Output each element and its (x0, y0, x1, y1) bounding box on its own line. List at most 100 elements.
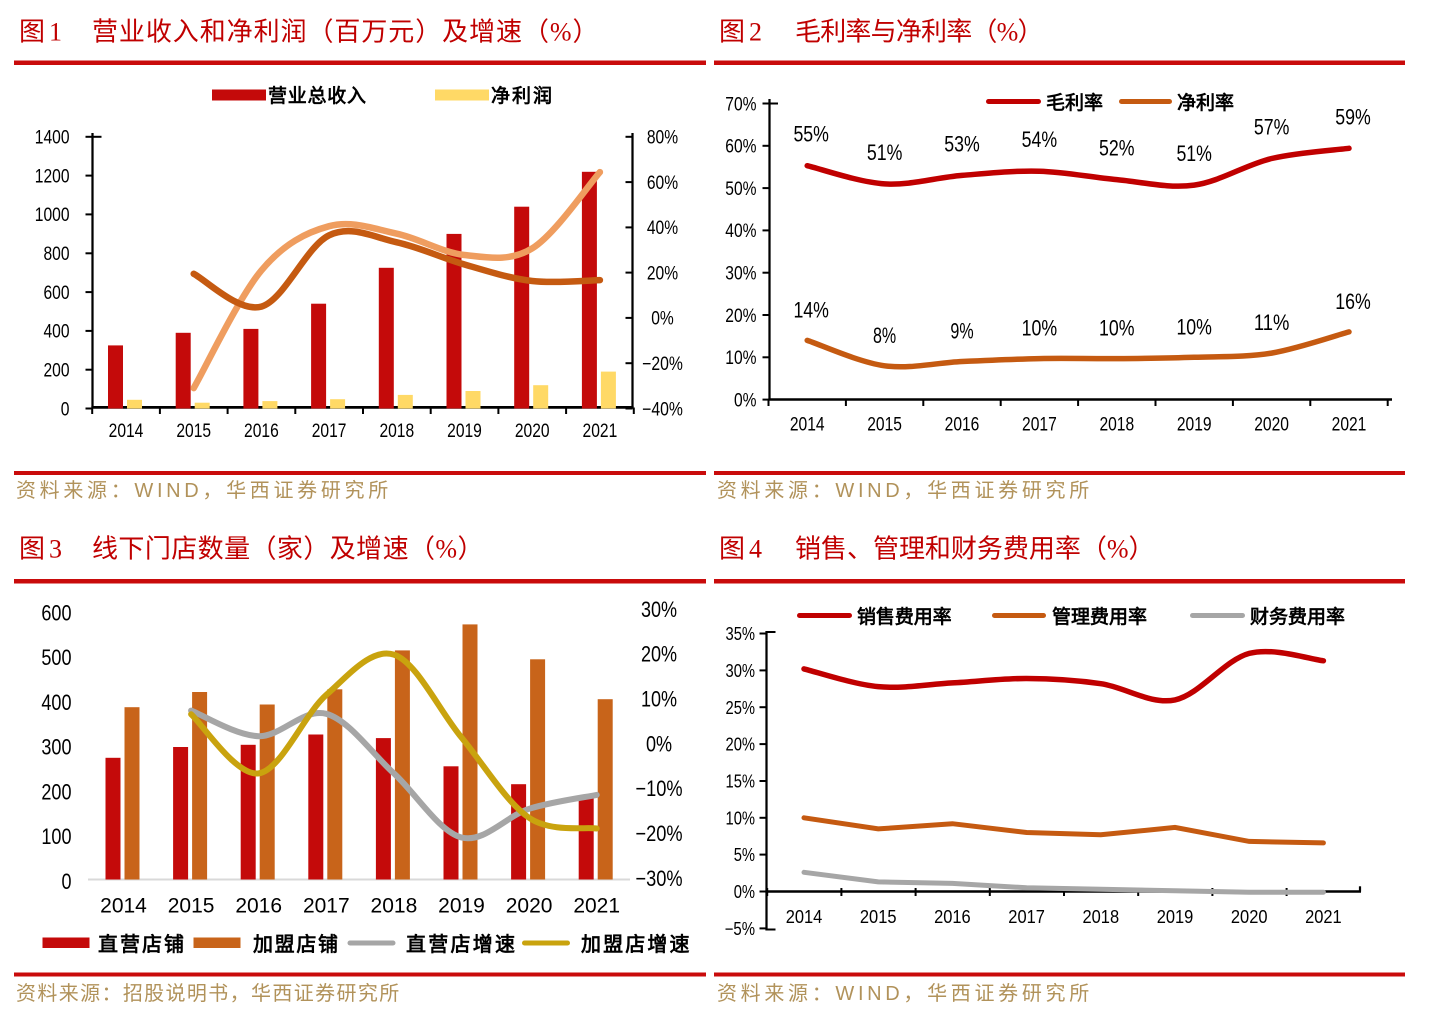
svg-text:2014: 2014 (786, 906, 823, 927)
svg-text:2021: 2021 (573, 895, 620, 918)
svg-text:图: 图 (719, 535, 746, 564)
svg-text:10%: 10% (1099, 316, 1135, 341)
svg-text:10%: 10% (725, 348, 756, 369)
svg-text:营业收入和净利润（百万元）及增速（%）: 营业收入和净利润（百万元）及增速（%） (92, 18, 599, 47)
svg-text:2021: 2021 (1305, 906, 1342, 927)
svg-text:2016: 2016 (235, 895, 282, 918)
svg-text:80%: 80% (647, 128, 678, 149)
svg-text:2015: 2015 (860, 906, 897, 927)
svg-text:直营店铺: 直营店铺 (98, 932, 186, 956)
svg-text:20%: 20% (726, 735, 756, 755)
svg-text:600: 600 (41, 600, 71, 625)
svg-text:51%: 51% (1176, 141, 1212, 166)
svg-text:200: 200 (44, 361, 70, 382)
svg-text:2018: 2018 (379, 421, 414, 442)
svg-text:资料来源：WIND，华西证券研究所: 资料来源： WIND ，华西证券研究所 (16, 479, 389, 502)
svg-text:9%: 9% (950, 319, 973, 344)
svg-text:25%: 25% (726, 698, 756, 718)
svg-text:线下门店数量（家）及增速（%）: 线下门店数量（家）及增速（%） (92, 535, 484, 564)
svg-text:1200: 1200 (35, 166, 70, 187)
svg-text:−40%: −40% (642, 399, 683, 420)
svg-text:2017: 2017 (312, 421, 347, 442)
svg-text:资料来源：WIND，华西证券研究所: 资料来源： WIND ，华西证券研究所 (717, 479, 1090, 502)
svg-text:2020: 2020 (1231, 906, 1268, 927)
svg-text:100: 100 (41, 824, 71, 849)
svg-text:净利率: 净利率 (1177, 91, 1235, 114)
svg-text:0%: 0% (646, 731, 672, 756)
svg-text:54%: 54% (1022, 127, 1058, 152)
svg-text:2016: 2016 (244, 421, 279, 442)
svg-text:2017: 2017 (1008, 906, 1045, 927)
svg-text:2015: 2015 (867, 415, 902, 436)
svg-text:10%: 10% (1176, 314, 1212, 339)
svg-text:2018: 2018 (1099, 415, 1134, 436)
svg-text:−20%: −20% (642, 354, 683, 375)
svg-text:2014: 2014 (109, 421, 144, 442)
svg-text:2019: 2019 (447, 421, 482, 442)
svg-text:2014: 2014 (790, 415, 825, 436)
svg-text:57%: 57% (1254, 115, 1290, 140)
svg-text:400: 400 (44, 322, 70, 343)
svg-text:2018: 2018 (1083, 906, 1120, 927)
svg-text:60%: 60% (725, 137, 756, 158)
svg-text:70%: 70% (725, 94, 756, 115)
svg-text:0: 0 (62, 869, 72, 894)
svg-text:1000: 1000 (35, 205, 70, 226)
svg-text:8%: 8% (873, 323, 896, 348)
svg-text:30%: 30% (725, 264, 756, 285)
svg-text:300: 300 (41, 735, 71, 760)
svg-text:销售、管理和财务费用率（%）: 销售、管理和财务费用率（%） (795, 535, 1155, 564)
svg-text:直营店增速: 直营店增速 (406, 932, 517, 956)
svg-text:2016: 2016 (934, 906, 971, 927)
svg-text:35%: 35% (726, 624, 756, 644)
svg-text:1400: 1400 (35, 128, 70, 149)
svg-text:200: 200 (41, 779, 71, 804)
svg-text:−5%: −5% (725, 919, 755, 939)
svg-text:500: 500 (41, 645, 71, 670)
svg-text:净利润: 净利润 (491, 84, 553, 107)
svg-text:60%: 60% (647, 173, 678, 194)
svg-text:资料来源：WIND，华西证券研究所: 资料来源： WIND ，华西证券研究所 (717, 982, 1090, 1005)
svg-text:0%: 0% (734, 390, 757, 411)
svg-text:800: 800 (44, 244, 70, 265)
svg-text:10%: 10% (726, 808, 756, 828)
svg-text:−10%: −10% (635, 776, 682, 801)
svg-text:2019: 2019 (1157, 906, 1194, 927)
svg-text:40%: 40% (725, 221, 756, 242)
svg-text:14%: 14% (793, 297, 829, 322)
svg-text:2017: 2017 (1022, 415, 1057, 436)
svg-text:2019: 2019 (438, 895, 485, 918)
svg-text:2019: 2019 (1177, 415, 1212, 436)
svg-text:10%: 10% (641, 687, 677, 712)
svg-text:50%: 50% (725, 179, 756, 200)
svg-text:加盟店增速: 加盟店增速 (580, 932, 691, 956)
svg-text:51%: 51% (867, 140, 903, 165)
svg-text:600: 600 (44, 283, 70, 304)
svg-text:59%: 59% (1335, 104, 1371, 129)
svg-text:2020: 2020 (506, 895, 553, 918)
svg-text:4: 4 (749, 535, 763, 564)
svg-text:20%: 20% (647, 263, 678, 284)
svg-text:−30%: −30% (635, 866, 682, 891)
svg-text:0: 0 (61, 399, 70, 420)
svg-text:40%: 40% (647, 218, 678, 239)
svg-text:16%: 16% (1335, 289, 1371, 314)
svg-text:2020: 2020 (515, 421, 550, 442)
svg-text:2020: 2020 (1254, 415, 1289, 436)
svg-text:加盟店铺: 加盟店铺 (252, 932, 340, 956)
svg-text:2016: 2016 (945, 415, 980, 436)
svg-text:毛利率与净利率（%）: 毛利率与净利率（%） (795, 18, 1044, 47)
svg-text:30%: 30% (641, 597, 677, 622)
svg-text:0%: 0% (734, 882, 755, 902)
svg-text:11%: 11% (1254, 310, 1290, 335)
svg-text:10%: 10% (1022, 316, 1058, 341)
svg-text:−20%: −20% (635, 821, 682, 846)
svg-text:52%: 52% (1099, 136, 1135, 161)
svg-text:图: 图 (19, 18, 46, 47)
svg-text:2021: 2021 (1332, 415, 1367, 436)
svg-text:2018: 2018 (371, 895, 418, 918)
svg-text:15%: 15% (726, 772, 756, 792)
svg-text:400: 400 (41, 690, 71, 715)
svg-text:1: 1 (49, 18, 63, 47)
svg-text:财务费用率: 财务费用率 (1250, 605, 1346, 628)
